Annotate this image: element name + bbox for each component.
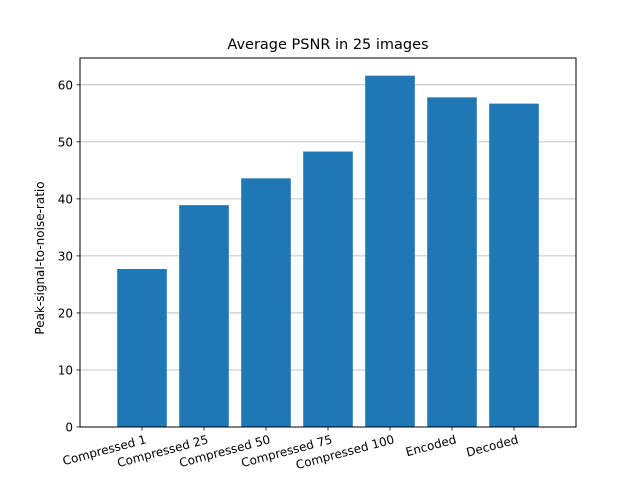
x-tick-label: Encoded <box>404 432 458 459</box>
y-axis-ticks: 0 10 20 30 40 50 60 <box>58 78 80 435</box>
bar <box>179 205 229 427</box>
y-axis-label: Peak-signal-to-noise-ratio <box>33 181 47 334</box>
y-tick-label: 50 <box>58 135 73 149</box>
y-tick-label: 30 <box>58 249 73 263</box>
bar <box>365 75 415 428</box>
bar <box>117 269 167 427</box>
y-tick-label: 40 <box>58 192 73 206</box>
y-tick-label: 20 <box>58 306 73 320</box>
y-tick-label: 60 <box>58 78 73 92</box>
bar <box>489 103 539 427</box>
bar <box>241 178 291 427</box>
bar <box>303 151 353 427</box>
chart-title: Average PSNR in 25 images <box>227 37 428 53</box>
x-tick-label: Decoded <box>465 432 520 459</box>
y-tick-label: 0 <box>65 421 73 435</box>
bar <box>427 97 477 428</box>
bars <box>117 75 539 428</box>
y-tick-label: 10 <box>58 363 73 377</box>
